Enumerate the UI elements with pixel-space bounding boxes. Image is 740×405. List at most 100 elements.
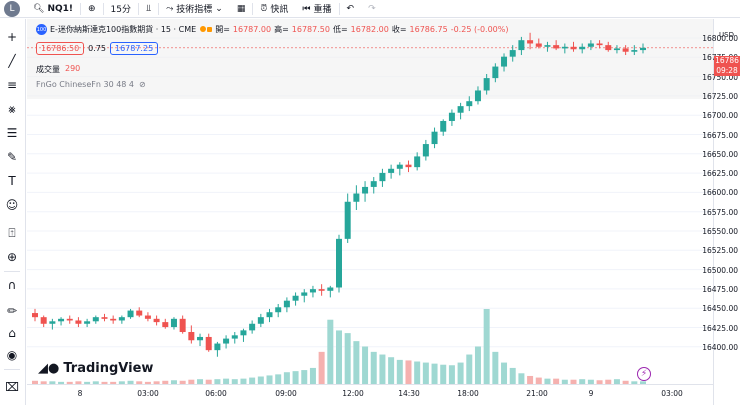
low-label: 低= <box>332 25 348 34</box>
volume-bar <box>370 351 377 384</box>
separator <box>158 2 160 15</box>
high-label: 高= <box>274 25 289 34</box>
candle-body <box>553 45 560 49</box>
candle-body <box>92 317 99 322</box>
separator <box>252 2 254 15</box>
candle-body <box>596 43 603 46</box>
currency-label: USD <box>719 31 734 39</box>
buy-button[interactable]: 16787.25 <box>109 42 159 55</box>
price-axis[interactable]: 16800.0016775.0016750.0016725.0016700.00… <box>702 19 740 405</box>
candle-body <box>509 50 516 57</box>
drawing-toolbar: + ╱ ≡ ⨳ ☰ ✎ T ☺ ⍐ ⊕ ∩ ✏ ⌂ ◉ ⌧ <box>0 19 26 405</box>
volume-bar <box>75 381 82 384</box>
status-dot <box>200 26 207 32</box>
candle-body <box>336 238 342 288</box>
layouts-button[interactable]: ▦ <box>230 0 253 18</box>
symbol-search-button[interactable]: 🔍︎ NQ1! <box>26 0 80 18</box>
candle-body <box>440 120 447 132</box>
candle-body <box>379 172 386 182</box>
volume-bar <box>457 362 464 384</box>
replay-label: 重播 <box>313 5 332 15</box>
volume-bar <box>622 380 629 384</box>
replay-icon: ⏮ <box>302 3 311 14</box>
volume-bar <box>101 381 108 384</box>
candle-body <box>405 164 412 168</box>
buy-sell-row: 16786.50 0.75 16787.25 <box>36 42 159 55</box>
crosshair-icon[interactable]: + <box>6 30 18 44</box>
volume-bar <box>58 381 65 384</box>
candle-body <box>197 336 204 341</box>
volume-bar <box>188 379 195 384</box>
eye-icon[interactable]: ◉ <box>6 348 18 362</box>
price-tick: 16500.00 <box>702 265 738 275</box>
fib-icon[interactable]: ☰ <box>6 126 18 140</box>
candle-body <box>58 318 65 322</box>
redo-button[interactable]: ↷ <box>361 0 383 18</box>
emoji-icon[interactable]: ☺ <box>5 198 19 212</box>
interval-button[interactable]: 15分 <box>104 0 138 18</box>
spread-value: 0.75 <box>88 44 106 53</box>
volume-bar <box>518 373 525 384</box>
candle-body <box>309 289 316 293</box>
candle-body <box>101 317 108 319</box>
volume-bar <box>49 381 56 384</box>
candle-body <box>431 131 438 145</box>
volume-value: 290 <box>65 64 81 73</box>
sell-button[interactable]: 16786.50 <box>36 42 85 55</box>
time-tick: 03:00 <box>661 389 683 398</box>
candle-body <box>561 46 568 49</box>
candle-body <box>240 330 247 336</box>
instrument-title[interactable]: E-迷你納斯達克100指數期貨 · 15 · CME <box>50 25 197 34</box>
indicators-button[interactable]: ⤳ 技術指標 ⌄ <box>159 0 230 18</box>
candle-body <box>587 43 594 47</box>
candle-body <box>223 338 230 344</box>
candle-body <box>162 322 169 328</box>
price-tick: 16475.00 <box>702 284 738 294</box>
volume-bar <box>570 379 577 384</box>
text-icon[interactable]: T <box>8 174 16 188</box>
alarm-clock-icon: ⏰︎ <box>260 3 268 14</box>
volume-bar <box>170 380 177 384</box>
trash-icon[interactable]: ⌧ <box>5 380 19 394</box>
pattern-icon[interactable]: ⨳ <box>8 101 16 116</box>
volume-bar <box>544 378 551 384</box>
compare-button[interactable]: ⊕ <box>81 0 103 18</box>
time-axis[interactable]: 8 03:00 06:00 09:00 12:00 14:30 18:00 21:00 9 03:… <box>27 384 713 405</box>
candle-body <box>301 292 308 296</box>
brush-icon[interactable]: ✎ <box>6 150 18 164</box>
grid-icon: ▦ <box>236 3 246 14</box>
volume-bar <box>492 351 499 384</box>
volume-bar <box>275 374 282 384</box>
chevron-down-icon: ⌄ <box>215 3 223 14</box>
eye-off-icon[interactable]: ⊘ <box>139 80 146 89</box>
lightning-icon[interactable]: ⚡︎ <box>637 367 651 381</box>
candle-body <box>214 343 221 351</box>
candle-body <box>153 318 160 323</box>
volume-label[interactable]: 成交量 <box>36 65 60 74</box>
user-avatar[interactable]: L <box>4 0 20 17</box>
horizontal-lines-icon[interactable]: ≡ <box>6 78 18 92</box>
replay-button[interactable]: ⏮ 重播 <box>295 0 338 18</box>
trend-line-icon[interactable]: ╱ <box>8 54 16 68</box>
candle-body <box>518 40 525 51</box>
undo-button[interactable]: ↶ <box>340 0 362 18</box>
volume-bar <box>344 333 351 384</box>
price-tick: 16525.00 <box>702 246 738 256</box>
price-chart[interactable] <box>27 19 713 384</box>
pencil-lock-icon[interactable]: ✏ <box>6 304 18 318</box>
price-tick: 16425.00 <box>702 323 738 333</box>
volume-bar <box>561 379 568 384</box>
ruler-icon[interactable]: ⍐ <box>8 225 16 240</box>
price-tick: 16750.00 <box>702 72 738 82</box>
zoom-in-icon[interactable]: ⊕ <box>6 250 18 264</box>
candle-body <box>266 312 273 318</box>
candle-body <box>535 43 542 47</box>
alert-button[interactable]: ⏰︎ 快訊 <box>253 0 295 18</box>
lock-icon[interactable]: ⌂ <box>8 326 16 340</box>
magnet-icon[interactable]: ∩ <box>7 278 17 292</box>
volume-bar <box>379 354 386 384</box>
price-tick: 16600.00 <box>702 188 738 198</box>
indicator-label[interactable]: FnGo ChineseFn 30 48 4 <box>36 80 135 89</box>
time-tick: 06:00 <box>205 389 227 398</box>
chart-type-button[interactable]: ⫫ <box>139 0 158 18</box>
